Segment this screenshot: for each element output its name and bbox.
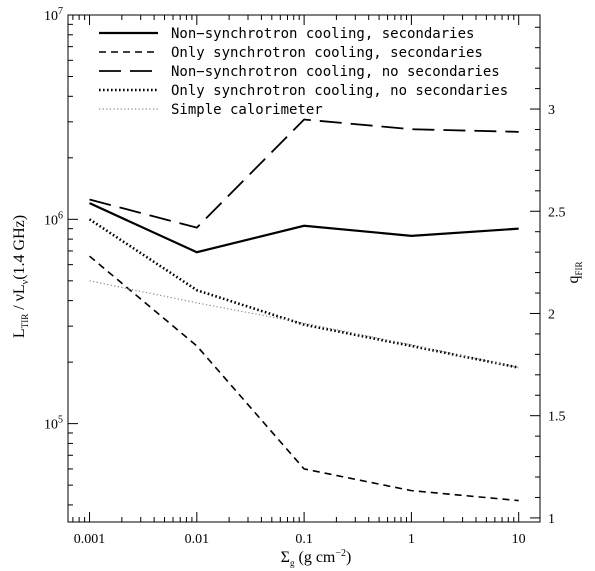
x-tick-label: 1 xyxy=(408,532,415,547)
y2-tick-label: 1 xyxy=(548,512,555,527)
y2-tick-label: 2.5 xyxy=(548,205,566,220)
series-layer xyxy=(88,118,519,502)
legend-label-3: Non−synchrotron cooling, no secondaries xyxy=(171,64,500,80)
x-tick-label: 0.001 xyxy=(74,532,106,547)
y2-axis-label: qFIR xyxy=(565,261,584,283)
series-line-5 xyxy=(89,280,519,369)
y2-tick-label: 2 xyxy=(548,307,555,322)
axis-ticks xyxy=(68,14,540,522)
axis-labels: 0.001 0.01 0.1 1 10 105 106 107 1 1.5 2 2.5 3 Σg (g c… xyxy=(11,6,584,568)
series-line-4 xyxy=(88,218,519,369)
legend-label-1: Non−synchrotron cooling, secondaries xyxy=(171,26,474,42)
series-line-3 xyxy=(89,118,519,229)
x-tick-label: 10 xyxy=(512,532,526,547)
y2-tick-label: 1.5 xyxy=(548,410,566,425)
legend-label-4: Only synchrotron cooling, no secondaries xyxy=(171,83,508,99)
legend-label-2: Only synchrotron cooling, secondaries xyxy=(171,45,483,61)
y-tick-label: 106 xyxy=(44,210,63,228)
legend-label-5: Simple calorimeter xyxy=(171,102,323,118)
series-line-2 xyxy=(89,255,519,502)
y-tick-label: 107 xyxy=(44,6,63,24)
legend: Non−synchrotron cooling, secondaries Only… xyxy=(99,26,508,118)
x-tick-label: 0.01 xyxy=(185,532,210,547)
y-axis-label: LTIR / νLν(1.4 GHz) xyxy=(11,215,31,338)
y-tick-label: 105 xyxy=(44,415,63,433)
x-tick-label: 0.1 xyxy=(295,532,313,547)
y2-tick-label: 3 xyxy=(548,103,555,118)
x-axis-label: Σg (g cm−2) xyxy=(281,548,352,568)
series-line-1 xyxy=(89,202,519,254)
